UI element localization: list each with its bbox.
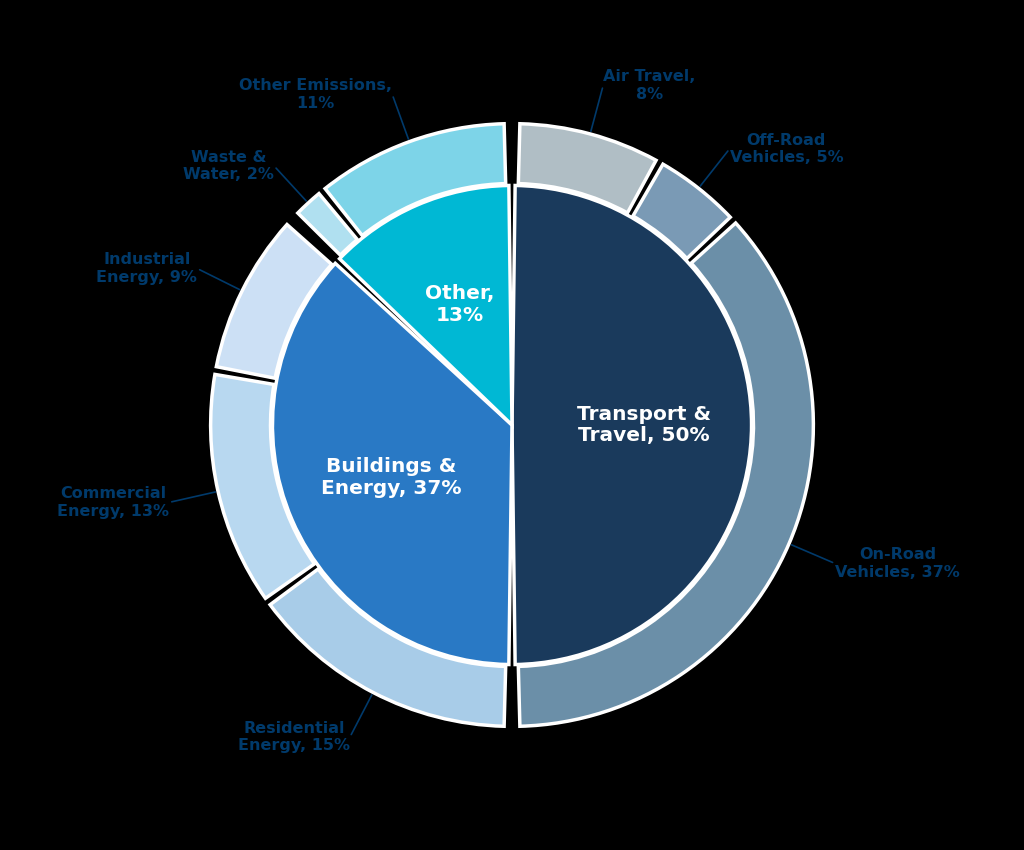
Text: Commercial
Energy, 13%: Commercial Energy, 13%	[57, 486, 169, 518]
Text: Other,
13%: Other, 13%	[425, 284, 495, 325]
Wedge shape	[518, 124, 656, 212]
Text: Off-Road
Vehicles, 5%: Off-Road Vehicles, 5%	[729, 133, 843, 165]
Wedge shape	[633, 164, 730, 258]
Text: Buildings &
Energy, 37%: Buildings & Energy, 37%	[321, 456, 462, 498]
Text: Other Emissions,
11%: Other Emissions, 11%	[240, 78, 392, 110]
Wedge shape	[325, 124, 506, 235]
Wedge shape	[216, 224, 332, 378]
Text: Residential
Energy, 15%: Residential Energy, 15%	[238, 721, 350, 753]
Text: Transport &
Travel, 50%: Transport & Travel, 50%	[577, 405, 711, 445]
Wedge shape	[340, 185, 512, 425]
Wedge shape	[270, 569, 506, 726]
Wedge shape	[272, 264, 512, 665]
Text: Waste &
Water, 2%: Waste & Water, 2%	[183, 150, 274, 182]
Text: Industrial
Energy, 9%: Industrial Energy, 9%	[96, 252, 198, 285]
Text: Air Travel,
8%: Air Travel, 8%	[603, 69, 695, 102]
Wedge shape	[512, 185, 752, 665]
Text: On-Road
Vehicles, 37%: On-Road Vehicles, 37%	[836, 547, 959, 580]
Wedge shape	[298, 194, 357, 255]
Wedge shape	[518, 223, 813, 726]
Wedge shape	[211, 374, 314, 598]
